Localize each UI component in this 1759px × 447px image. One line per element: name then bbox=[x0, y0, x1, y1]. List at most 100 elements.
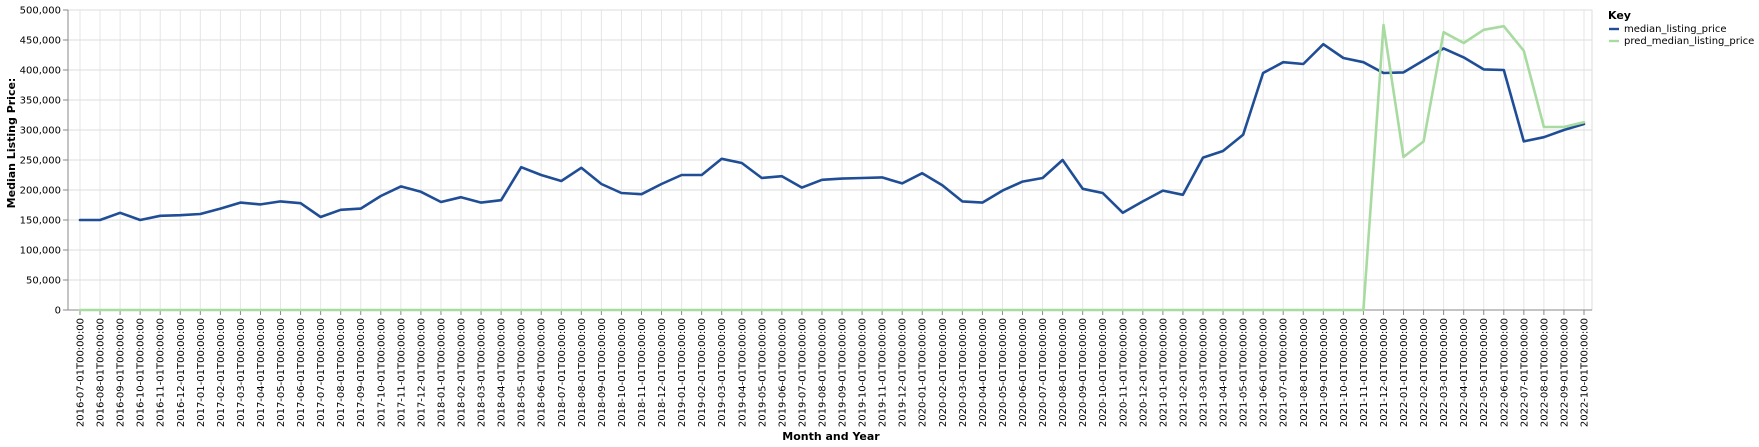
x-tick-label: 2020-02-01T00:00:00 bbox=[938, 318, 949, 427]
x-axis-title: Month and Year bbox=[782, 430, 880, 443]
x-tick-label: 2019-06-01T00:00:00 bbox=[777, 318, 788, 427]
x-tick-label: 2019-09-01T00:00:00 bbox=[838, 318, 849, 427]
x-tick-label: 2019-04-01T00:00:00 bbox=[737, 318, 748, 427]
x-tick-label: 2021-04-01T00:00:00 bbox=[1219, 318, 1230, 427]
x-tick-label: 2021-07-01T00:00:00 bbox=[1279, 318, 1290, 427]
x-tick-label: 2019-12-01T00:00:00 bbox=[898, 318, 909, 427]
x-tick-label: 2022-09-01T00:00:00 bbox=[1559, 318, 1570, 427]
x-tick-label: 2016-10-01T00:00:00 bbox=[136, 318, 147, 427]
x-tick-label: 2021-08-01T00:00:00 bbox=[1299, 318, 1310, 427]
x-tick-label: 2018-09-01T00:00:00 bbox=[597, 318, 608, 427]
x-tick-label: 2021-03-01T00:00:00 bbox=[1198, 318, 1209, 427]
x-tick-label: 2022-04-01T00:00:00 bbox=[1459, 318, 1470, 427]
y-tick-label: 200,000 bbox=[20, 186, 61, 197]
x-tick-label: 2016-12-01T00:00:00 bbox=[176, 318, 187, 427]
x-tick-label: 2017-07-01T00:00:00 bbox=[316, 318, 327, 427]
y-axis-title: Median Listing Price: bbox=[5, 78, 18, 209]
x-tick-label: 2021-02-01T00:00:00 bbox=[1178, 318, 1189, 427]
x-tick-label: 2018-10-01T00:00:00 bbox=[617, 318, 628, 427]
x-tick-label: 2022-10-01T00:00:00 bbox=[1580, 318, 1591, 427]
y-tick-label: 250,000 bbox=[20, 156, 61, 167]
series-layer bbox=[78, 23, 1586, 312]
x-tick-label: 2020-11-01T00:00:00 bbox=[1118, 318, 1129, 427]
x-tick-label: 2018-06-01T00:00:00 bbox=[537, 318, 548, 427]
x-tick-label: 2020-08-01T00:00:00 bbox=[1058, 318, 1069, 427]
x-tick-label: 2019-07-01T00:00:00 bbox=[797, 318, 808, 427]
legend: Key median_listing_pricepred_median_list… bbox=[1608, 9, 1754, 47]
y-tick-label: 300,000 bbox=[20, 126, 61, 137]
y-tick-label: 450,000 bbox=[20, 36, 61, 47]
x-tick-label: 2018-05-01T00:00:00 bbox=[517, 318, 528, 427]
y-tick-label: 50,000 bbox=[26, 276, 61, 287]
x-tick-label: 2019-03-01T00:00:00 bbox=[717, 318, 728, 427]
x-tick-label: 2019-11-01T00:00:00 bbox=[878, 318, 889, 427]
x-tick-label: 2021-12-01T00:00:00 bbox=[1379, 318, 1390, 427]
x-tick-label: 2020-01-01T00:00:00 bbox=[918, 318, 929, 427]
x-tick-label: 2021-10-01T00:00:00 bbox=[1339, 318, 1350, 427]
x-tick-label: 2022-02-01T00:00:00 bbox=[1419, 318, 1430, 427]
x-tick-label: 2022-01-01T00:00:00 bbox=[1399, 318, 1410, 427]
x-tick-label: 2017-04-01T00:00:00 bbox=[256, 318, 267, 427]
y-tick-label: 500,000 bbox=[20, 6, 61, 17]
x-tick-label: 2019-08-01T00:00:00 bbox=[817, 318, 828, 427]
x-tick-label: 2019-02-01T00:00:00 bbox=[697, 318, 708, 427]
y-tick-label: 400,000 bbox=[20, 66, 61, 77]
x-tick-label: 2020-12-01T00:00:00 bbox=[1138, 318, 1149, 427]
axis-layer: 0 50,000 100,000 150,000 200,000 250,000 300,0… bbox=[20, 6, 1592, 427]
x-tick-label: 2019-05-01T00:00:00 bbox=[757, 318, 768, 427]
legend-title: Key bbox=[1608, 9, 1631, 22]
x-tick-label: 2020-09-01T00:00:00 bbox=[1078, 318, 1089, 427]
x-tick-label: 2021-01-01T00:00:00 bbox=[1158, 318, 1169, 427]
legend-label: pred_median_listing_price bbox=[1624, 36, 1754, 47]
x-tick-label: 2021-09-01T00:00:00 bbox=[1319, 318, 1330, 427]
x-tick-label: 2022-03-01T00:00:00 bbox=[1439, 318, 1450, 427]
legend-label: median_listing_price bbox=[1624, 24, 1727, 35]
x-tick-label: 2020-07-01T00:00:00 bbox=[1038, 318, 1049, 427]
series-line-median-listing-price bbox=[78, 42, 1586, 222]
x-tick-label: 2020-03-01T00:00:00 bbox=[958, 318, 969, 427]
x-tick-label: 2017-02-01T00:00:00 bbox=[216, 318, 227, 427]
x-tick-label: 2016-08-01T00:00:00 bbox=[96, 318, 107, 427]
x-tick-label: 2018-02-01T00:00:00 bbox=[457, 318, 468, 427]
x-tick-label: 2018-01-01T00:00:00 bbox=[436, 318, 447, 427]
series-line-pred-median-listing-price bbox=[78, 23, 1586, 312]
x-tick-label: 2017-03-01T00:00:00 bbox=[236, 318, 247, 427]
x-tick-label: 2018-07-01T00:00:00 bbox=[557, 318, 568, 427]
x-tick-label: 2017-09-01T00:00:00 bbox=[356, 318, 367, 427]
x-tick-label: 2017-12-01T00:00:00 bbox=[416, 318, 427, 427]
y-tick-label: 0 bbox=[55, 306, 61, 317]
y-tick-label: 100,000 bbox=[20, 246, 61, 257]
x-tick-label: 2022-08-01T00:00:00 bbox=[1539, 318, 1550, 427]
x-tick-label: 2016-11-01T00:00:00 bbox=[156, 318, 167, 427]
x-tick-label: 2019-10-01T00:00:00 bbox=[858, 318, 869, 427]
x-tick-label: 2022-07-01T00:00:00 bbox=[1519, 318, 1530, 427]
legend-items: median_listing_pricepred_median_listing_… bbox=[1609, 24, 1754, 47]
x-tick-label: 2018-08-01T00:00:00 bbox=[577, 318, 588, 427]
y-tick-label: 350,000 bbox=[20, 96, 61, 107]
x-tick-label: 2019-01-01T00:00:00 bbox=[677, 318, 688, 427]
x-tick-label: 2017-11-01T00:00:00 bbox=[396, 318, 407, 427]
x-tick-label: 2016-07-01T00:00:00 bbox=[76, 318, 87, 427]
x-tick-label: 2017-06-01T00:00:00 bbox=[296, 318, 307, 427]
grid-layer bbox=[67, 9, 1593, 311]
y-tick-label: 150,000 bbox=[20, 216, 61, 227]
x-tick-label: 2017-10-01T00:00:00 bbox=[376, 318, 387, 427]
x-tick-label: 2018-03-01T00:00:00 bbox=[477, 318, 488, 427]
x-tick-label: 2020-06-01T00:00:00 bbox=[1018, 318, 1029, 427]
x-tick-label: 2020-05-01T00:00:00 bbox=[998, 318, 1009, 427]
x-tick-label: 2018-11-01T00:00:00 bbox=[637, 318, 648, 427]
x-tick-label: 2017-01-01T00:00:00 bbox=[196, 318, 207, 427]
x-tick-label: 2021-05-01T00:00:00 bbox=[1239, 318, 1250, 427]
x-tick-label: 2021-06-01T00:00:00 bbox=[1259, 318, 1270, 427]
x-tick-label: 2021-11-01T00:00:00 bbox=[1359, 318, 1370, 427]
x-tick-label: 2018-12-01T00:00:00 bbox=[657, 318, 668, 427]
x-tick-label: 2018-04-01T00:00:00 bbox=[497, 318, 508, 427]
x-tick-label: 2017-05-01T00:00:00 bbox=[276, 318, 287, 427]
x-tick-label: 2016-09-01T00:00:00 bbox=[116, 318, 127, 427]
x-tick-label: 2022-06-01T00:00:00 bbox=[1499, 318, 1510, 427]
x-tick-label: 2020-10-01T00:00:00 bbox=[1098, 318, 1109, 427]
x-tick-label: 2022-05-01T00:00:00 bbox=[1479, 318, 1490, 427]
x-tick-label: 2017-08-01T00:00:00 bbox=[336, 318, 347, 427]
x-tick-label: 2020-04-01T00:00:00 bbox=[978, 318, 989, 427]
